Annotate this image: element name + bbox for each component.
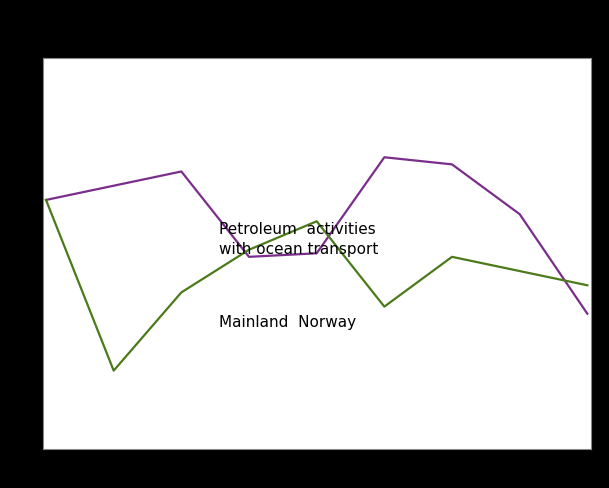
- Text: Petroleum  activities
with ocean transport: Petroleum activities with ocean transpor…: [219, 222, 378, 257]
- Text: Mainland  Norway: Mainland Norway: [219, 314, 356, 329]
